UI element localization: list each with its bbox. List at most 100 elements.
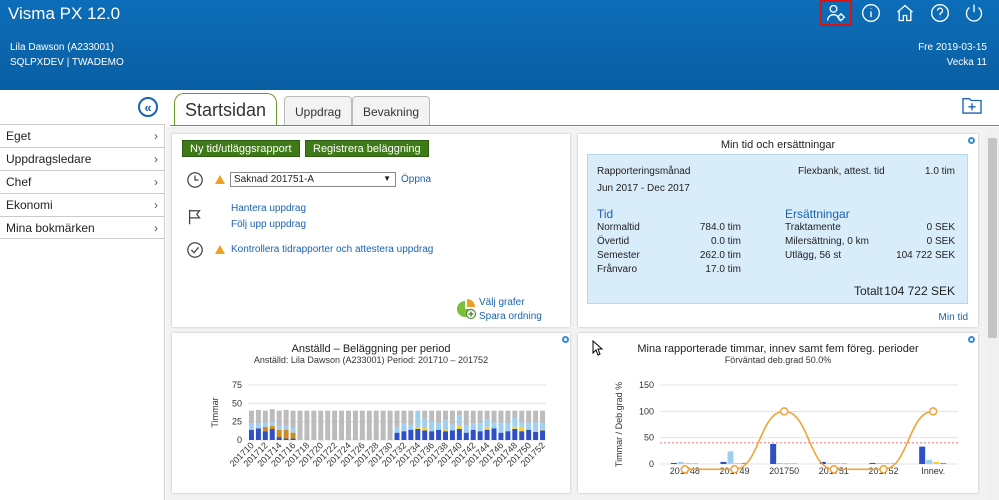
bar-segment [255,409,261,424]
actions-panel: Ny tid/utläggsrapport Registrera beläggn… [172,134,570,327]
bar-segment [283,438,289,440]
warning-icon [215,245,225,254]
bar-segment [540,410,546,424]
bar-segment [526,410,532,423]
bar-segment [436,422,442,430]
bar [940,462,947,464]
chart-title: Mina rapporterade timmar, innev samt fem… [637,343,919,355]
bar-segment [248,410,254,424]
my-time-link[interactable]: Min tid [938,312,968,323]
rate-point [779,407,789,416]
occupancy-chart: 0255075Timmar201710201712201714201716201… [210,380,547,469]
bar-segment [373,410,379,440]
y-tick-label: 75 [232,380,242,390]
scrollbar-thumb[interactable] [988,138,997,338]
x-tick-label: 201750 [769,466,799,476]
bar-segment [290,438,296,440]
chevron-right-icon: › [154,175,158,189]
app-title: Visma PX 12.0 [8,4,121,23]
y-tick-label: 100 [639,406,654,416]
sidebar-item-eget[interactable]: Eget › [0,124,164,147]
bar-segment [491,422,497,429]
new-report-button[interactable]: Ny tid/utläggsrapport [182,140,300,157]
bar-segment [359,410,365,440]
tab-uppdrag[interactable]: Uppdrag [284,96,353,126]
bar-segment [477,422,483,432]
sidebar-item-uppdragsledare[interactable]: Uppdragsledare › [0,147,164,170]
reported-hours-chart-panel: Mina rapporterade timmar, innev samt fem… [578,333,978,493]
rate-point [829,465,839,474]
checkmark-circle-icon [186,241,204,259]
bar-segment [429,420,435,432]
chevron-right-icon: › [154,198,158,212]
occupancy-chart-panel: Anställd – Beläggning per period Anställ… [172,333,570,493]
bar-segment [269,422,275,427]
bar [840,463,847,464]
bar-segment [352,410,358,440]
choose-charts-link[interactable]: Välj grafer [479,297,525,308]
add-tab-icon[interactable] [962,96,982,114]
register-occupancy-button[interactable]: Registrera beläggning [305,140,429,157]
bar-segment [463,410,469,426]
bar [691,463,698,464]
gear-icon[interactable] [968,336,975,343]
save-order-link[interactable]: Spara ordning [479,311,542,322]
gear-icon[interactable] [968,137,975,144]
bar-segment [429,431,435,440]
time-row-value: 17.0 tim [705,264,741,275]
manage-assignments-link[interactable]: Hantera uppdrag [231,203,307,214]
bar-segment [449,424,455,431]
bar [720,461,727,464]
bar-segment [519,431,525,440]
bar-segment [449,410,455,425]
control-timereports-link[interactable]: Kontrollera tidrapporter och attestera u… [231,244,434,255]
bar-segment [380,410,386,440]
sidebar-item-chef[interactable]: Chef › [0,170,164,193]
bar-segment [408,429,414,440]
bar [833,462,840,464]
sidebar-collapse-button[interactable]: « [138,97,158,117]
bar [770,443,777,464]
bar-segment [345,410,351,440]
chart-title: Anställd – Beläggning per period [291,343,451,355]
bar-segment [262,410,268,423]
bar-segment [255,423,261,429]
bar-segment [394,410,400,427]
bar-segment [519,426,525,432]
power-icon[interactable] [963,2,985,24]
bar-segment [332,410,338,440]
home-icon[interactable] [894,2,916,24]
bar-segment [470,410,476,424]
help-icon[interactable] [929,2,951,24]
bar [777,462,784,464]
follow-assignments-link[interactable]: Följ upp uppdrag [231,219,307,230]
bar-segment [533,421,539,432]
charts-settings-icon[interactable] [456,299,476,319]
compensation-row-value: 104 722 SEK [896,250,955,261]
gear-icon[interactable] [562,336,569,343]
tab-bevakning[interactable]: Bevakning [352,96,431,126]
tab-bar: Uppdrag Bevakning Startsidan [170,92,999,126]
user-settings-icon[interactable] [820,0,852,26]
report-month-label: Rapporteringsmånad [597,166,691,177]
bar-segment [512,429,518,440]
flag-icon [186,208,204,226]
sidebar-item-ekonomi[interactable]: Ekonomi › [0,193,164,216]
period-select[interactable]: Saknad 201751-A ▼ [230,172,396,187]
bar [791,463,798,464]
bar [819,461,826,464]
bar-segment [366,410,372,440]
sidebar: Eget › Uppdragsledare › Chef › Ekonomi › Min… [0,124,165,500]
current-date: Fre 2019-03-15 [918,42,987,53]
bar-segment [533,410,539,422]
open-link[interactable]: Öppna [401,174,432,185]
bar-segment [255,428,261,440]
tab-startsidan[interactable]: Startsidan [174,93,278,126]
info-icon[interactable] [860,2,882,24]
bar-segment [422,427,428,431]
bar-segment [429,410,435,421]
user-database: SQLPXDEV | TWADEMO [10,57,124,68]
bar-segment [283,429,289,439]
bar-segment [477,410,483,423]
sidebar-item-bookmarks[interactable]: Mina bokmärken › [0,216,164,239]
